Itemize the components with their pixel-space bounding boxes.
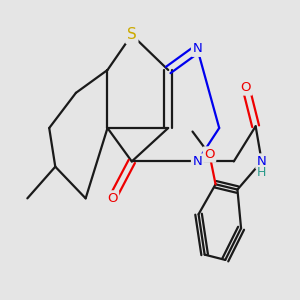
Text: H: H	[257, 166, 266, 179]
Text: O: O	[241, 81, 251, 94]
Text: O: O	[204, 148, 215, 161]
Text: S: S	[127, 27, 137, 42]
Text: N: N	[257, 155, 267, 168]
Text: N: N	[193, 155, 202, 168]
Text: O: O	[107, 192, 118, 205]
Text: N: N	[193, 42, 202, 56]
